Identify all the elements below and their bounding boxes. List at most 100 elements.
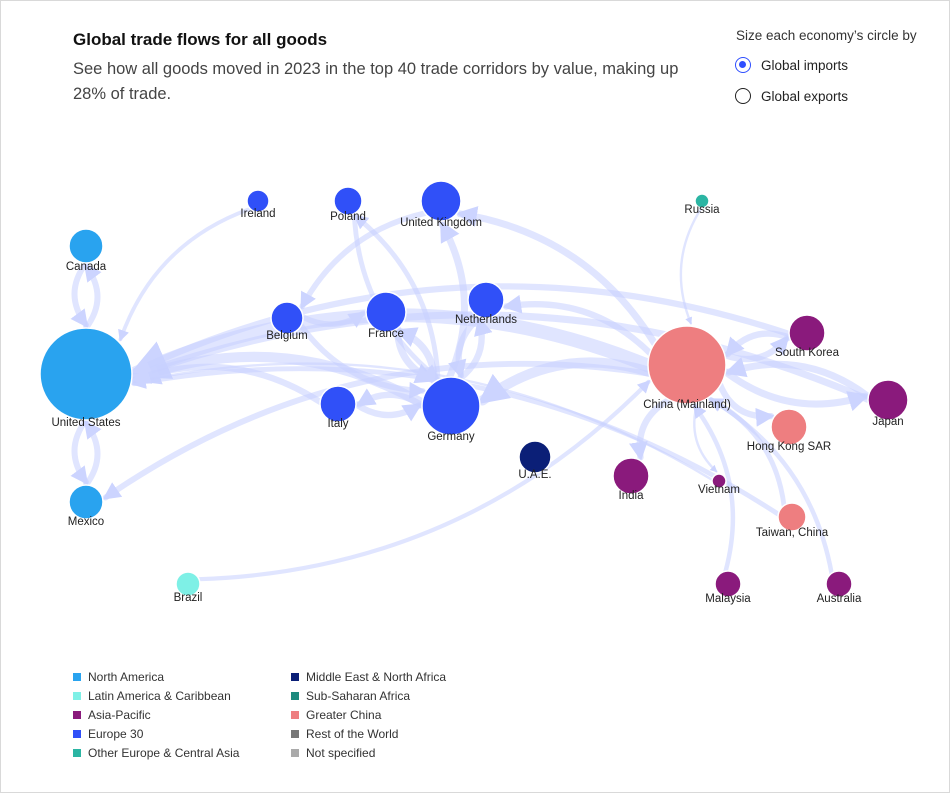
global-imports-radio[interactable] bbox=[735, 57, 751, 73]
trade-flow-arc[interactable] bbox=[83, 420, 102, 488]
legend-swatch bbox=[73, 691, 81, 700]
economy-circle[interactable] bbox=[319, 385, 357, 423]
economy-circle[interactable] bbox=[777, 502, 807, 532]
trade-flow-arc[interactable] bbox=[708, 397, 834, 576]
trade-flow-arc[interactable] bbox=[724, 357, 872, 401]
economy-circle[interactable] bbox=[68, 484, 104, 520]
node-u-a-e[interactable]: U.A.E. bbox=[518, 440, 552, 481]
economy-circle[interactable] bbox=[420, 180, 462, 222]
economy-circle[interactable] bbox=[788, 314, 826, 352]
trade-flow-arc[interactable] bbox=[196, 379, 651, 582]
economy-circle[interactable] bbox=[518, 440, 552, 474]
trade-flow-arc[interactable] bbox=[721, 368, 870, 412]
economy-label: U.A.E. bbox=[518, 469, 551, 481]
trade-flow-arc[interactable] bbox=[717, 382, 775, 427]
node-ireland[interactable]: Ireland bbox=[240, 189, 276, 220]
legend-item-rest-of-world: Rest of the World bbox=[291, 726, 491, 741]
economy-circle[interactable] bbox=[68, 228, 104, 264]
trade-flow-arc[interactable] bbox=[131, 283, 793, 375]
node-russia[interactable]: Russia bbox=[684, 193, 720, 216]
economy-label: Italy bbox=[327, 418, 348, 430]
economy-circle[interactable] bbox=[714, 570, 742, 598]
economy-label: India bbox=[619, 490, 645, 502]
node-united-states[interactable]: United States bbox=[39, 327, 133, 429]
trade-flow-arc[interactable] bbox=[477, 357, 654, 406]
node-china-mainland[interactable]: China (Mainland) bbox=[643, 325, 731, 411]
economy-circle[interactable] bbox=[333, 186, 363, 216]
economy-circle[interactable] bbox=[647, 325, 727, 405]
economy-circle[interactable] bbox=[365, 291, 407, 333]
economy-circle[interactable] bbox=[39, 327, 133, 421]
trade-flow-arc[interactable] bbox=[131, 311, 872, 403]
economy-label: Ireland bbox=[240, 208, 275, 220]
node-belgium[interactable]: Belgium bbox=[266, 301, 308, 342]
node-italy[interactable]: Italy bbox=[319, 385, 357, 430]
node-malaysia[interactable]: Malaysia bbox=[705, 570, 751, 605]
trade-flow-arc[interactable] bbox=[355, 388, 426, 409]
legend-item-middle-east-north-africa: Middle East & North Africa bbox=[291, 669, 491, 684]
node-hong-kong-sar[interactable]: Hong Kong SAR bbox=[747, 408, 831, 453]
trade-flow-arc[interactable] bbox=[438, 220, 469, 381]
node-vietnam[interactable]: Vietnam bbox=[698, 473, 740, 496]
global-exports-radio[interactable] bbox=[735, 88, 751, 104]
economy-label: Brazil bbox=[174, 592, 203, 604]
trade-flow-arc[interactable] bbox=[724, 330, 793, 358]
economy-circle[interactable] bbox=[175, 571, 201, 597]
global-exports-label: Global exports bbox=[761, 88, 849, 104]
node-germany[interactable]: Germany bbox=[421, 376, 481, 443]
global-imports-option[interactable]: Global imports bbox=[735, 57, 848, 73]
node-france[interactable]: France bbox=[365, 291, 407, 340]
legend-label: Greater China bbox=[306, 707, 382, 722]
trade-flow-arc[interactable] bbox=[455, 206, 659, 347]
economy-circle[interactable] bbox=[246, 189, 270, 213]
economy-label: United Kingdom bbox=[400, 217, 482, 229]
trade-flow-arc[interactable] bbox=[352, 401, 423, 422]
economy-circle[interactable] bbox=[270, 301, 304, 335]
node-india[interactable]: India bbox=[612, 457, 650, 502]
trade-flow-arc[interactable] bbox=[679, 206, 703, 325]
node-brazil[interactable]: Brazil bbox=[174, 571, 203, 604]
economy-nodes: United States Canada Mexico Brazil Ireland Po… bbox=[39, 180, 909, 605]
economy-label: Taiwan, China bbox=[756, 527, 829, 539]
economy-circle[interactable] bbox=[467, 281, 505, 319]
node-canada[interactable]: Canada bbox=[66, 228, 107, 273]
trade-flow-arc[interactable] bbox=[131, 363, 324, 406]
trade-flow-arc[interactable] bbox=[298, 322, 427, 399]
legend-item-europe-30: Europe 30 bbox=[73, 726, 291, 741]
node-netherlands[interactable]: Netherlands bbox=[455, 281, 517, 326]
trade-flow-arc[interactable] bbox=[70, 417, 89, 485]
trade-flow-arc[interactable] bbox=[692, 404, 736, 574]
economy-label: Japan bbox=[872, 416, 903, 428]
economy-circle[interactable] bbox=[421, 376, 481, 436]
trade-flow-arc[interactable] bbox=[70, 260, 89, 328]
economy-label: South Korea bbox=[775, 347, 840, 359]
trade-flow-arc[interactable] bbox=[299, 210, 428, 310]
economy-label: China (Mainland) bbox=[643, 399, 731, 411]
trade-flow-arc[interactable] bbox=[502, 294, 654, 357]
trade-flow-arc[interactable] bbox=[693, 401, 718, 473]
economy-circle[interactable] bbox=[867, 379, 909, 421]
economy-circle[interactable] bbox=[711, 473, 727, 489]
economy-label: Poland bbox=[330, 211, 366, 223]
legend-swatch bbox=[291, 710, 299, 719]
trade-flow-arc[interactable] bbox=[629, 396, 673, 462]
trade-flow-arc[interactable] bbox=[83, 263, 102, 331]
trade-flow-arc[interactable] bbox=[300, 310, 366, 328]
node-poland[interactable]: Poland bbox=[330, 186, 366, 223]
economy-circle[interactable] bbox=[770, 408, 808, 446]
trade-flow-arc[interactable] bbox=[118, 206, 253, 342]
economy-circle[interactable] bbox=[612, 457, 650, 495]
node-taiwan-china[interactable]: Taiwan, China bbox=[756, 502, 829, 539]
node-south-korea[interactable]: South Korea bbox=[775, 314, 840, 359]
trade-flow-arc[interactable] bbox=[456, 316, 493, 382]
legend-label: Not specified bbox=[306, 745, 376, 760]
node-australia[interactable]: Australia bbox=[817, 570, 862, 605]
node-japan[interactable]: Japan bbox=[867, 379, 909, 428]
trade-network-chart: United States Canada Mexico Brazil Ireland Po… bbox=[39, 180, 909, 605]
legend-label: Rest of the World bbox=[306, 726, 399, 741]
node-united-kingdom[interactable]: United Kingdom bbox=[400, 180, 482, 229]
global-exports-option[interactable]: Global exports bbox=[735, 88, 848, 104]
economy-circle[interactable] bbox=[825, 570, 853, 598]
node-mexico[interactable]: Mexico bbox=[68, 484, 104, 528]
economy-circle[interactable] bbox=[694, 193, 710, 209]
